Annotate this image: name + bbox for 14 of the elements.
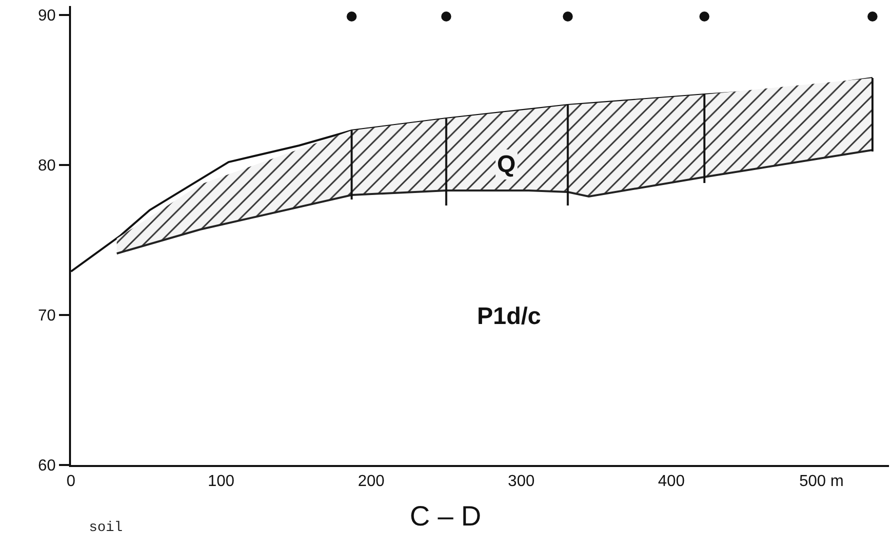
x-tick-label: 400 [658,473,685,490]
y-tick-label: 90 [38,8,56,25]
y-tick-label: 60 [38,458,56,475]
annotation: Q [497,151,516,178]
annotation: P1d/c [477,303,542,330]
text: soil [89,520,123,536]
x-tick-label: 0 [66,473,76,490]
y-tick-label: 70 [38,308,56,325]
y-tick-label: 80 [38,158,56,175]
x-tick-label: 300 [508,473,535,490]
x-tick-label: 500 m [799,473,844,490]
text: C – D [410,500,482,532]
x-tick-label: 200 [358,473,385,490]
x-tick-label: 100 [208,473,235,490]
